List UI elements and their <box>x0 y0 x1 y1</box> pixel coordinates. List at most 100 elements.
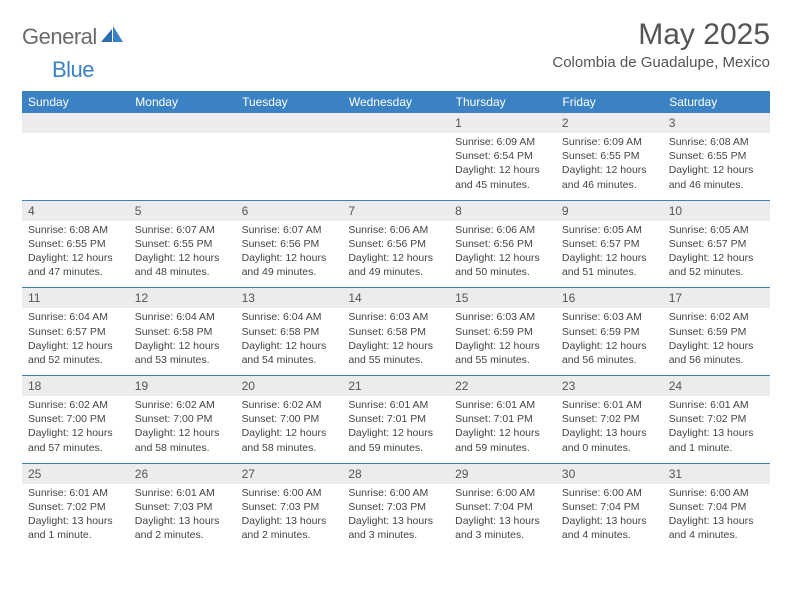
daylight-text-1: Daylight: 12 hours <box>562 163 657 177</box>
sunrise-text: Sunrise: 6:07 AM <box>242 223 337 237</box>
daylight-text-2: and 1 minute. <box>669 441 764 455</box>
day-number-cell: 26 <box>129 464 236 484</box>
day-detail-cell: Sunrise: 6:09 AMSunset: 6:55 PMDaylight:… <box>556 133 663 200</box>
daylight-text-2: and 49 minutes. <box>242 265 337 279</box>
daynum-row: 25262728293031 <box>22 464 770 484</box>
sunset-text: Sunset: 6:59 PM <box>562 325 657 339</box>
daylight-text-2: and 4 minutes. <box>669 528 764 542</box>
dow-tuesday: Tuesday <box>236 91 343 113</box>
sunset-text: Sunset: 6:56 PM <box>455 237 550 251</box>
day-number-cell: 23 <box>556 376 663 396</box>
detail-row: Sunrise: 6:09 AMSunset: 6:54 PMDaylight:… <box>22 133 770 200</box>
day-detail-cell: Sunrise: 6:00 AMSunset: 7:03 PMDaylight:… <box>236 484 343 551</box>
daylight-text-2: and 57 minutes. <box>28 441 123 455</box>
dow-wednesday: Wednesday <box>342 91 449 113</box>
daylight-text-2: and 52 minutes. <box>28 353 123 367</box>
daylight-text-1: Daylight: 12 hours <box>348 251 443 265</box>
daylight-text-2: and 58 minutes. <box>242 441 337 455</box>
daylight-text-1: Daylight: 12 hours <box>28 251 123 265</box>
day-detail-cell: Sunrise: 6:01 AMSunset: 7:03 PMDaylight:… <box>129 484 236 551</box>
day-number-cell: 6 <box>236 201 343 221</box>
day-detail-cell: Sunrise: 6:04 AMSunset: 6:58 PMDaylight:… <box>236 308 343 375</box>
daylight-text-1: Daylight: 12 hours <box>669 251 764 265</box>
day-number-cell: 28 <box>342 464 449 484</box>
sunrise-text: Sunrise: 6:00 AM <box>348 486 443 500</box>
daylight-text-1: Daylight: 13 hours <box>455 514 550 528</box>
day-number-cell: 16 <box>556 288 663 308</box>
day-number-cell: 18 <box>22 376 129 396</box>
day-number-cell: 21 <box>342 376 449 396</box>
daylight-text-2: and 4 minutes. <box>562 528 657 542</box>
sunrise-text: Sunrise: 6:00 AM <box>242 486 337 500</box>
daylight-text-1: Daylight: 12 hours <box>242 251 337 265</box>
sunrise-text: Sunrise: 6:01 AM <box>669 398 764 412</box>
day-detail-cell: Sunrise: 6:01 AMSunset: 7:02 PMDaylight:… <box>22 484 129 551</box>
day-detail-cell: Sunrise: 6:03 AMSunset: 6:58 PMDaylight:… <box>342 308 449 375</box>
sunset-text: Sunset: 7:03 PM <box>348 500 443 514</box>
daylight-text-2: and 45 minutes. <box>455 178 550 192</box>
sunset-text: Sunset: 6:59 PM <box>669 325 764 339</box>
daylight-text-1: Daylight: 12 hours <box>348 339 443 353</box>
title-block: May 2025 Colombia de Guadalupe, Mexico <box>552 18 770 71</box>
day-number-cell <box>22 113 129 133</box>
daylight-text-2: and 46 minutes. <box>562 178 657 192</box>
daylight-text-1: Daylight: 12 hours <box>455 426 550 440</box>
daylight-text-2: and 1 minute. <box>28 528 123 542</box>
sunset-text: Sunset: 7:02 PM <box>562 412 657 426</box>
daylight-text-2: and 59 minutes. <box>455 441 550 455</box>
day-detail-cell: Sunrise: 6:00 AMSunset: 7:04 PMDaylight:… <box>449 484 556 551</box>
day-detail-cell: Sunrise: 6:03 AMSunset: 6:59 PMDaylight:… <box>449 308 556 375</box>
daylight-text-2: and 2 minutes. <box>135 528 230 542</box>
daylight-text-2: and 3 minutes. <box>455 528 550 542</box>
sunrise-text: Sunrise: 6:01 AM <box>348 398 443 412</box>
daylight-text-2: and 54 minutes. <box>242 353 337 367</box>
sunrise-text: Sunrise: 6:07 AM <box>135 223 230 237</box>
sunrise-text: Sunrise: 6:02 AM <box>242 398 337 412</box>
sunrise-text: Sunrise: 6:06 AM <box>455 223 550 237</box>
day-number-cell: 27 <box>236 464 343 484</box>
detail-row: Sunrise: 6:04 AMSunset: 6:57 PMDaylight:… <box>22 308 770 375</box>
day-number-cell: 5 <box>129 201 236 221</box>
day-number-cell: 10 <box>663 201 770 221</box>
sunset-text: Sunset: 7:02 PM <box>28 500 123 514</box>
day-detail-cell <box>129 133 236 200</box>
day-number-cell: 3 <box>663 113 770 133</box>
dow-saturday: Saturday <box>663 91 770 113</box>
day-detail-cell <box>22 133 129 200</box>
daylight-text-1: Daylight: 13 hours <box>348 514 443 528</box>
sunrise-text: Sunrise: 6:09 AM <box>562 135 657 149</box>
sunset-text: Sunset: 6:58 PM <box>242 325 337 339</box>
dow-monday: Monday <box>129 91 236 113</box>
daynum-row: 123 <box>22 113 770 133</box>
daylight-text-2: and 58 minutes. <box>135 441 230 455</box>
sunrise-text: Sunrise: 6:01 AM <box>455 398 550 412</box>
daynum-row: 45678910 <box>22 201 770 221</box>
sunset-text: Sunset: 6:59 PM <box>455 325 550 339</box>
sunrise-text: Sunrise: 6:01 AM <box>135 486 230 500</box>
daylight-text-1: Daylight: 12 hours <box>135 339 230 353</box>
daylight-text-1: Daylight: 13 hours <box>135 514 230 528</box>
sunset-text: Sunset: 6:57 PM <box>28 325 123 339</box>
daylight-text-1: Daylight: 12 hours <box>455 163 550 177</box>
day-detail-cell: Sunrise: 6:01 AMSunset: 7:01 PMDaylight:… <box>342 396 449 463</box>
sunrise-text: Sunrise: 6:08 AM <box>28 223 123 237</box>
sunrise-text: Sunrise: 6:01 AM <box>562 398 657 412</box>
daylight-text-1: Daylight: 13 hours <box>28 514 123 528</box>
daylight-text-1: Daylight: 12 hours <box>562 339 657 353</box>
day-detail-cell: Sunrise: 6:00 AMSunset: 7:04 PMDaylight:… <box>663 484 770 551</box>
day-number-cell: 24 <box>663 376 770 396</box>
daynum-row: 18192021222324 <box>22 376 770 396</box>
sunset-text: Sunset: 6:58 PM <box>348 325 443 339</box>
day-detail-cell: Sunrise: 6:04 AMSunset: 6:58 PMDaylight:… <box>129 308 236 375</box>
daylight-text-1: Daylight: 12 hours <box>348 426 443 440</box>
day-number-cell: 30 <box>556 464 663 484</box>
sunrise-text: Sunrise: 6:00 AM <box>455 486 550 500</box>
day-detail-cell: Sunrise: 6:07 AMSunset: 6:56 PMDaylight:… <box>236 221 343 288</box>
sunset-text: Sunset: 7:01 PM <box>348 412 443 426</box>
day-number-cell: 13 <box>236 288 343 308</box>
sunset-text: Sunset: 7:01 PM <box>455 412 550 426</box>
day-number-cell: 20 <box>236 376 343 396</box>
day-number-cell: 9 <box>556 201 663 221</box>
day-detail-cell: Sunrise: 6:05 AMSunset: 6:57 PMDaylight:… <box>556 221 663 288</box>
sunset-text: Sunset: 6:57 PM <box>669 237 764 251</box>
